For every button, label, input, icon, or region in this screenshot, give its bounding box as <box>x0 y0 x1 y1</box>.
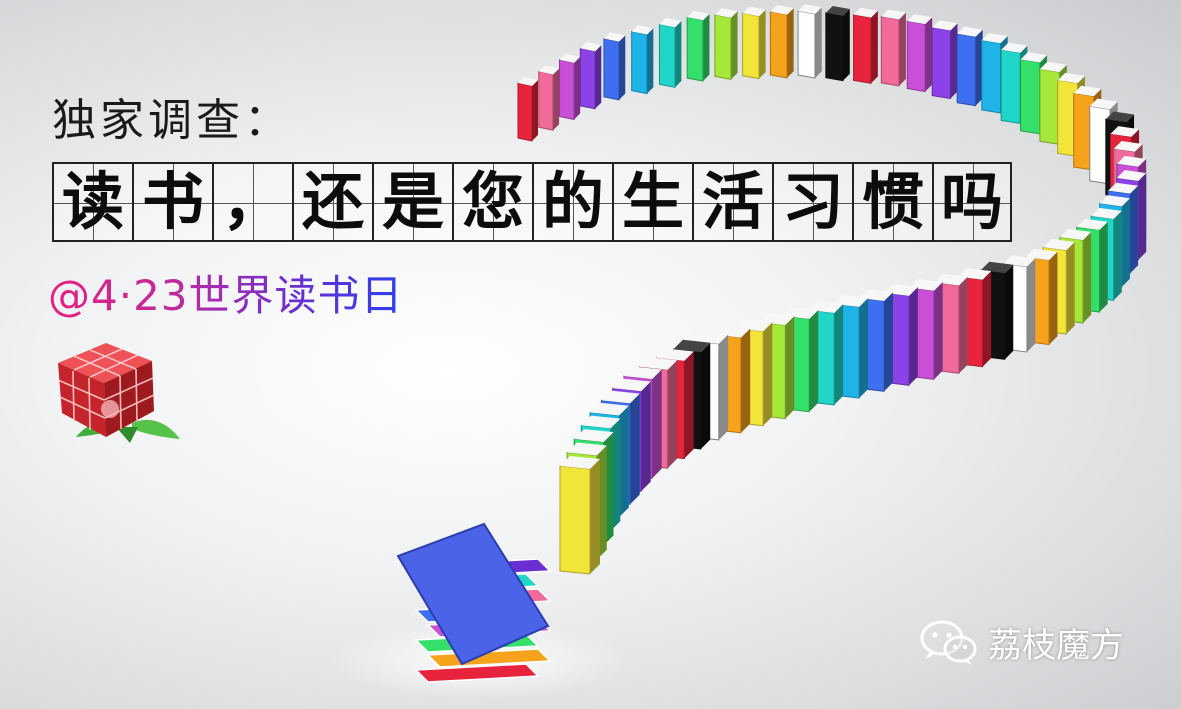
wechat-icon <box>920 620 977 665</box>
book <box>825 6 850 82</box>
grid-title: 读 书 ， 还 是 您 的 生 活 习 惯 吗 <box>52 162 1012 242</box>
title-char: ， <box>212 162 292 242</box>
book <box>906 14 933 93</box>
book <box>603 32 626 101</box>
book <box>714 8 738 80</box>
title-char: 是 <box>372 162 452 242</box>
book <box>579 42 602 110</box>
title-char: 习 <box>772 162 852 242</box>
title-char: 活 <box>692 162 772 242</box>
title-char: 生 <box>612 162 692 242</box>
title-char: 吗 <box>932 162 1012 242</box>
title-char: 惯 <box>852 162 932 242</box>
book <box>853 7 878 84</box>
book <box>559 456 600 575</box>
book <box>880 9 906 87</box>
title-char: 您 <box>452 162 532 242</box>
title-char: 读 <box>52 162 132 242</box>
top-book <box>396 522 550 666</box>
brand-name: 荔枝魔方 <box>988 626 1124 666</box>
red-cube-rose-logo <box>57 343 180 443</box>
book <box>769 5 794 79</box>
stacked-book <box>414 663 540 683</box>
book <box>658 18 682 88</box>
book <box>797 4 822 79</box>
event-subtitle: @4·23世界读书日 <box>48 262 404 323</box>
title-char: 的 <box>532 162 612 242</box>
book <box>686 10 710 82</box>
book <box>631 25 654 95</box>
book <box>931 20 958 100</box>
book <box>742 6 766 80</box>
title-char: 还 <box>292 162 372 242</box>
brand-watermark: 荔枝魔方 <box>920 618 1124 667</box>
title-char: 书 <box>132 162 212 242</box>
book <box>538 65 560 131</box>
book <box>517 77 538 142</box>
book <box>956 26 983 107</box>
heading-kicker: 独家调查： <box>52 95 292 146</box>
book-stack <box>396 522 552 683</box>
book <box>559 53 581 121</box>
